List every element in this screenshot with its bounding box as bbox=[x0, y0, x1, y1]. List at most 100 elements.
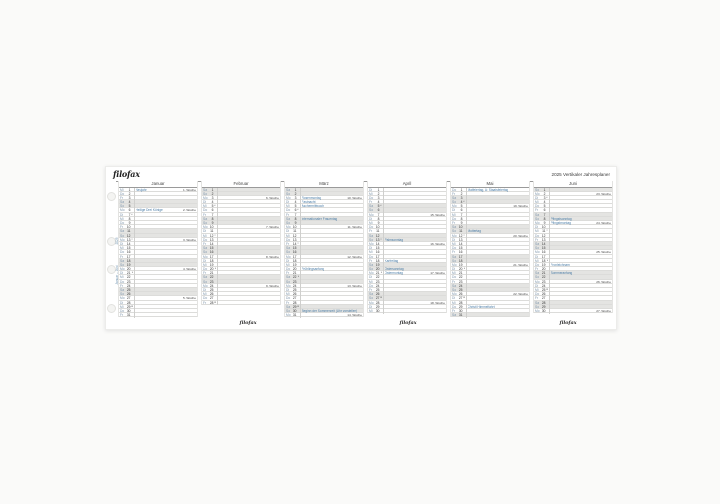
day-row: Di 4 Fastnacht bbox=[285, 200, 363, 205]
day-number: 20 bbox=[458, 267, 463, 272]
day-row: Do 6 ◐ bbox=[285, 208, 363, 213]
weekday-label: Mi bbox=[535, 288, 539, 292]
day-number: 30 bbox=[126, 308, 131, 313]
day-number: 19 bbox=[292, 262, 297, 267]
weekday-label: Do bbox=[286, 267, 291, 272]
weekday-label: Mo bbox=[369, 212, 374, 217]
day-row: Mi 19 bbox=[202, 263, 280, 268]
week-label: 10. Woche bbox=[347, 195, 362, 200]
day-number: 3 bbox=[128, 195, 131, 200]
weekday-label: Mi bbox=[120, 275, 124, 280]
weekday-label: Fr bbox=[286, 300, 290, 305]
weekday-label: Do bbox=[286, 296, 291, 301]
day-row: Fr 4 bbox=[368, 200, 446, 205]
weekday-label: Do bbox=[369, 254, 374, 259]
day-row: Mo 26 22. Woche bbox=[451, 292, 529, 297]
filofax-logo: filofax bbox=[113, 169, 140, 179]
moon-phase-icon: ◐ bbox=[380, 204, 382, 208]
week-label: 27. Woche bbox=[596, 308, 611, 313]
weekday-label: Mi bbox=[286, 262, 290, 267]
day-number: 11 bbox=[542, 229, 546, 234]
day-number: 10 bbox=[375, 225, 380, 230]
moon-phase-icon: ○ bbox=[463, 233, 465, 237]
month-header: Juni bbox=[534, 181, 612, 188]
weekday-label: Di bbox=[369, 275, 373, 280]
week-label: 20. Woche bbox=[513, 233, 528, 238]
weekday-label: Fr bbox=[535, 237, 539, 242]
day-row: Mo 24 9. Woche bbox=[202, 284, 280, 288]
day-number: 11 bbox=[127, 229, 131, 234]
day-row: Fr 21 bbox=[285, 271, 363, 276]
weekday-label: Mo bbox=[535, 221, 540, 225]
day-row: So 2 bbox=[285, 191, 363, 196]
event-label: Karfreitag bbox=[384, 258, 399, 263]
weekday-label: So bbox=[286, 191, 291, 196]
day-row: Fr 13 bbox=[534, 238, 612, 242]
day-row: Mi 26 bbox=[202, 292, 280, 297]
event-label: Maifeiertag, A: Staatsfeiertag bbox=[467, 187, 509, 192]
day-row: Fr 17 bbox=[119, 255, 197, 259]
day-number: 6 bbox=[543, 208, 546, 213]
moon-phase-icon: ○ bbox=[297, 241, 299, 245]
day-number: 20 bbox=[126, 267, 131, 272]
day-number: 13 bbox=[375, 237, 380, 242]
weekday-label: Sa bbox=[286, 216, 291, 221]
weekday-label: Mo bbox=[535, 191, 540, 196]
moon-phase-icon: ◑ bbox=[463, 267, 465, 271]
weekday-label: Sa bbox=[369, 292, 374, 297]
weekday-label: Fr bbox=[452, 221, 456, 225]
day-row: Mi 28 bbox=[451, 301, 529, 305]
weekday-label: Mi bbox=[203, 204, 207, 209]
weekday-label: Mo bbox=[369, 241, 374, 246]
day-number: 6 bbox=[377, 208, 380, 213]
weekday-label: So bbox=[452, 200, 457, 205]
day-number: 16 bbox=[375, 250, 380, 255]
month-column: März Sa 1 So 2 Mo 3 Rosenmontag 10. Woche Di 4 Fast… bbox=[284, 181, 364, 318]
weekday-label: Do bbox=[203, 267, 208, 272]
day-row: Do 2 bbox=[119, 192, 197, 196]
weekday-label: Mi bbox=[369, 191, 373, 196]
weekday-label: Do bbox=[369, 225, 374, 230]
day-number: 28 bbox=[292, 300, 297, 305]
day-row: Di 13 bbox=[451, 238, 529, 242]
day-row: So 12 bbox=[119, 233, 197, 238]
weekday-label: Mo bbox=[286, 313, 291, 318]
weekday-label: Mi bbox=[452, 300, 456, 305]
day-row: Fr 27 bbox=[534, 296, 612, 301]
weekday-label: So bbox=[203, 221, 208, 225]
weekday-label: Mi bbox=[286, 292, 290, 297]
day-number: 16 bbox=[458, 250, 463, 255]
day-row: Do 22 bbox=[451, 275, 529, 280]
day-number: 31 bbox=[292, 313, 297, 318]
week-label: 17. Woche bbox=[430, 271, 445, 276]
day-row: Di 4 bbox=[202, 200, 280, 205]
week-label: 26. Woche bbox=[596, 279, 611, 284]
day-number: 26 bbox=[375, 292, 380, 297]
weekday-label: Mi bbox=[203, 233, 207, 238]
month-rows: Do 1 Maifeiertag, A: Staatsfeiertag Fr 2 Sa 3 S… bbox=[451, 188, 529, 318]
day-row: Mi 12 ○ bbox=[202, 234, 280, 238]
day-number: 18 bbox=[458, 258, 463, 263]
weekday-label: Mo bbox=[286, 254, 291, 259]
day-number: 31 bbox=[126, 313, 131, 318]
weekday-label: Di bbox=[535, 283, 539, 288]
event-label: Muttertag bbox=[467, 229, 481, 234]
day-number: 22 bbox=[458, 275, 463, 280]
month-rows: Sa 1 So 2 Mo 3 Rosenmontag 10. Woche Di 4 Fastnach… bbox=[285, 187, 363, 318]
event-label: Internationaler Frauentag bbox=[301, 216, 338, 221]
day-row: Do 27 bbox=[202, 296, 280, 301]
weekday-label: Do bbox=[120, 221, 125, 225]
moon-phase-icon: ○ bbox=[546, 229, 548, 233]
day-row: So 25 bbox=[451, 288, 529, 293]
day-row: Di 29 bbox=[368, 305, 446, 309]
weekday-label: Mo bbox=[120, 267, 125, 272]
weekday-label: Mo bbox=[286, 225, 291, 230]
weekday-label: Di bbox=[120, 271, 124, 276]
event-label: Christi Himmelfahrt bbox=[467, 304, 495, 309]
weekday-label: Sa bbox=[535, 300, 540, 305]
weekday-label: Sa bbox=[120, 229, 125, 234]
day-number: 25 bbox=[375, 288, 380, 292]
weekday-label: Do bbox=[120, 250, 125, 255]
weekday-label: Mo bbox=[369, 300, 374, 305]
weekday-label: Sa bbox=[369, 262, 374, 267]
